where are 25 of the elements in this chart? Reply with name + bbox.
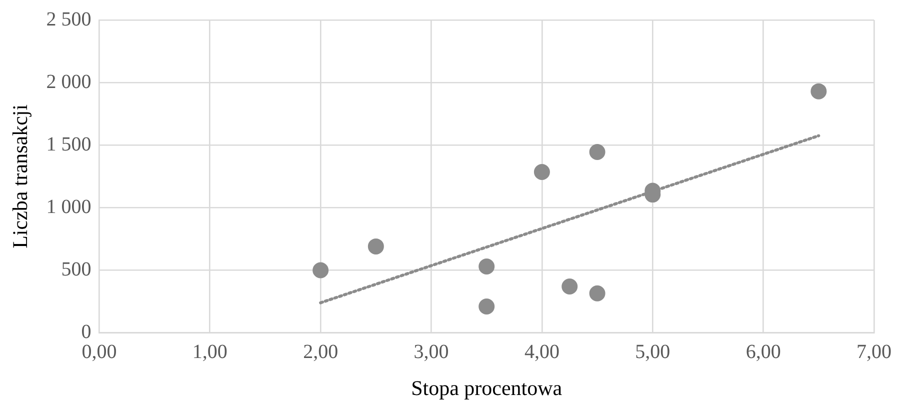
x-tick-label: 0,00 — [82, 341, 117, 364]
x-tick-label: 3,00 — [414, 341, 449, 364]
point — [589, 144, 606, 160]
y-tick-label: 500 — [61, 258, 92, 280]
y-tick-label: 2 000 — [46, 70, 92, 93]
point — [589, 285, 606, 302]
x-tick-label: 1,00 — [192, 341, 228, 364]
y-tick-label: 1 000 — [46, 196, 92, 218]
x-tick-label: 2,00 — [303, 341, 338, 364]
x-tick-label: 5,00 — [635, 341, 670, 364]
point — [810, 83, 827, 100]
x-axis-title: Stopa procentowa — [411, 376, 563, 400]
point — [312, 262, 329, 278]
point — [478, 258, 495, 274]
x-tick-label: 7,00 — [856, 341, 892, 364]
point — [562, 278, 578, 295]
point — [368, 238, 384, 254]
y-tick-label: 1 500 — [46, 133, 92, 156]
x-tick-label: 4,00 — [524, 341, 560, 364]
y-tick-label: 2 500 — [46, 8, 92, 30]
y-axis-title: Liczba transakcji — [8, 104, 32, 248]
x-tick-label: 6,00 — [746, 341, 781, 364]
y-tick-label: 0 — [81, 321, 92, 344]
point — [534, 164, 550, 180]
point — [478, 298, 495, 315]
